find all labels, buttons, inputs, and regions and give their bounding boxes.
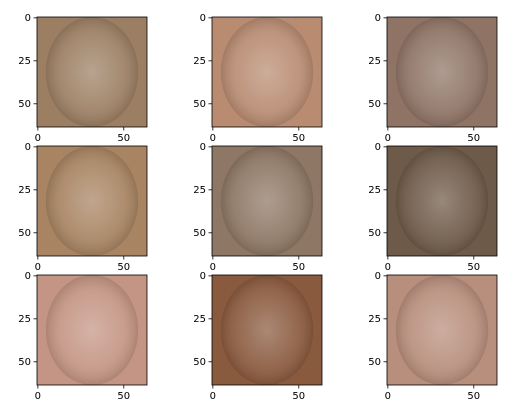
axes-frame [36, 274, 148, 386]
y-tick-label: 0 [200, 271, 206, 282]
x-tick-label: 0 [385, 133, 391, 144]
y-tick-label: 0 [200, 13, 206, 24]
x-tick-label: 50 [117, 133, 130, 144]
axes-frame [211, 16, 323, 128]
axes-frame [386, 274, 498, 386]
x-tick-label: 50 [292, 133, 305, 144]
y-tick-label: 50 [368, 99, 381, 110]
image-shading [220, 146, 314, 256]
y-tick-label: 50 [18, 357, 31, 368]
axes-frame [36, 16, 148, 128]
y-tick-label: 50 [193, 357, 206, 368]
y-tick-label: 25 [18, 185, 31, 196]
y-tick-label: 25 [193, 56, 206, 67]
axes-frame [386, 16, 498, 128]
image-shading [45, 17, 139, 127]
y-tick-label: 25 [368, 314, 381, 325]
y-tick-label: 0 [25, 13, 31, 24]
y-tick-label: 25 [193, 185, 206, 196]
x-tick-label: 0 [35, 262, 41, 273]
y-tick-label: 50 [368, 357, 381, 368]
x-tick-label: 50 [117, 262, 130, 273]
image-shading [45, 146, 139, 256]
y-tick-label: 0 [25, 142, 31, 153]
x-tick-label: 0 [210, 262, 216, 273]
axes-frame [211, 145, 323, 257]
image-shading [395, 275, 489, 385]
image-shading [395, 146, 489, 256]
image-shading [395, 17, 489, 127]
y-tick-label: 0 [375, 13, 381, 24]
x-tick-label: 50 [292, 391, 305, 402]
image-shading [220, 275, 314, 385]
y-tick-label: 0 [25, 271, 31, 282]
x-tick-label: 0 [210, 133, 216, 144]
y-tick-label: 50 [193, 228, 206, 239]
image-shading [220, 17, 314, 127]
y-tick-label: 50 [368, 228, 381, 239]
x-tick-label: 50 [467, 262, 480, 273]
x-tick-label: 0 [35, 391, 41, 402]
y-tick-label: 50 [18, 228, 31, 239]
x-tick-label: 0 [210, 391, 216, 402]
x-tick-label: 0 [385, 391, 391, 402]
axes-frame [211, 274, 323, 386]
y-tick-label: 25 [368, 185, 381, 196]
axes-frame [36, 145, 148, 257]
axes-frame [386, 145, 498, 257]
y-tick-label: 50 [193, 99, 206, 110]
x-tick-label: 0 [35, 133, 41, 144]
x-tick-label: 50 [292, 262, 305, 273]
y-tick-label: 25 [193, 314, 206, 325]
x-tick-label: 50 [467, 133, 480, 144]
y-tick-label: 0 [375, 271, 381, 282]
x-tick-label: 50 [117, 391, 130, 402]
y-tick-label: 25 [18, 56, 31, 67]
y-tick-label: 0 [375, 142, 381, 153]
y-tick-label: 25 [18, 314, 31, 325]
y-tick-label: 50 [18, 99, 31, 110]
y-tick-label: 25 [368, 56, 381, 67]
x-tick-label: 50 [467, 391, 480, 402]
image-shading [45, 275, 139, 385]
y-tick-label: 0 [200, 142, 206, 153]
x-tick-label: 0 [385, 262, 391, 273]
